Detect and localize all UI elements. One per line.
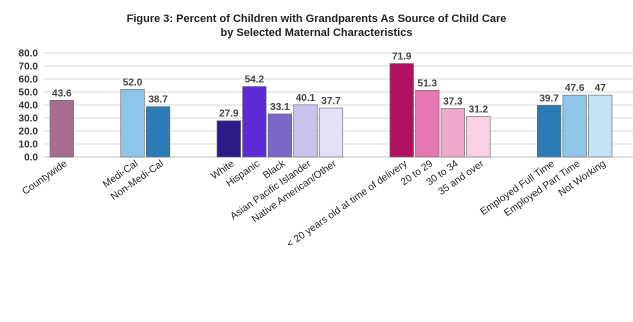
bar <box>562 94 587 158</box>
y-tick-label: 80.0 <box>19 49 39 60</box>
value-label: 52.0 <box>123 77 143 88</box>
bar <box>415 90 440 158</box>
bar <box>440 108 465 158</box>
bars <box>49 63 613 158</box>
value-label: 47.6 <box>565 83 585 94</box>
y-tick-label: 20.0 <box>19 127 39 138</box>
bar <box>267 113 292 158</box>
y-tick-label: 50.0 <box>19 88 39 99</box>
chart-title: Figure 3: Percent of Children with Grand… <box>126 13 507 25</box>
chart-title-block: Figure 3: Percent of Children with Grand… <box>0 12 633 40</box>
value-label: 47 <box>595 83 607 94</box>
value-label: 37.7 <box>321 96 341 107</box>
y-tick-label: 60.0 <box>19 75 39 86</box>
value-label: 71.9 <box>392 52 412 63</box>
value-label: 40.1 <box>296 93 316 104</box>
bar <box>49 100 74 158</box>
y-axis-ticks: 0.0 10.0 20.0 30.0 40.0 50.0 60.0 70.0 80.0 <box>19 49 39 164</box>
y-tick-label: 0.0 <box>24 153 38 164</box>
bar <box>389 63 414 158</box>
y-tick-label: 10.0 <box>19 140 39 151</box>
chart-subtitle: by Selected Maternal Characteristics <box>220 27 413 39</box>
bar <box>145 106 171 158</box>
bar <box>120 89 145 158</box>
y-tick-label: 40.0 <box>19 101 39 112</box>
value-label: 43.6 <box>52 88 72 99</box>
bar <box>466 116 491 158</box>
value-label: 33.1 <box>270 102 290 113</box>
bar <box>293 104 318 158</box>
bar <box>588 94 613 158</box>
bar <box>242 86 267 158</box>
y-tick-label: 70.0 <box>19 62 39 73</box>
value-label: 27.9 <box>219 109 239 120</box>
value-label: 54.2 <box>245 75 265 86</box>
value-label: 38.7 <box>148 95 168 106</box>
x-tick-label: Countywide <box>20 158 69 197</box>
value-label: 39.7 <box>539 93 559 104</box>
y-tick-label: 30.0 <box>19 114 39 125</box>
bar <box>537 105 562 158</box>
value-label: 31.2 <box>469 104 489 115</box>
bar <box>318 107 344 158</box>
value-label: 51.3 <box>418 78 438 89</box>
bar <box>216 120 241 158</box>
value-label: 37.3 <box>443 97 463 108</box>
value-labels: 43.6 52.0 38.7 27.9 54.2 33.1 40.1 37.7 71.9 51.3… <box>52 52 606 120</box>
